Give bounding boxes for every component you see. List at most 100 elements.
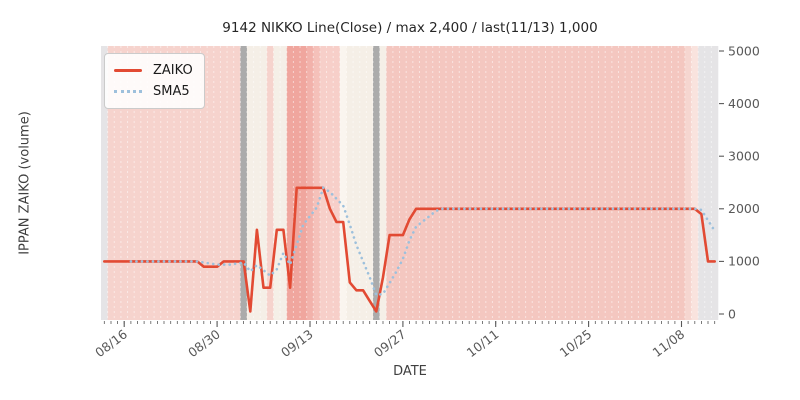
day-stripe (591, 46, 599, 320)
day-stripe (160, 46, 168, 320)
day-stripe (101, 46, 108, 320)
day-stripe (485, 46, 493, 320)
day-stripe (445, 46, 453, 320)
day-stripe (386, 46, 394, 320)
day-stripe (319, 46, 327, 320)
day-stripe (333, 46, 341, 320)
day-stripe (114, 46, 122, 320)
day-stripe (558, 46, 566, 320)
day-stripe (645, 46, 652, 320)
day-stripe (227, 46, 234, 320)
day-stripe (373, 46, 380, 320)
day-stripe (326, 46, 334, 320)
y-tick-label: 0 (728, 306, 736, 321)
day-stripe (140, 46, 148, 320)
sma5-line-swatch (114, 90, 142, 93)
day-stripe (678, 46, 686, 320)
day-stripe (246, 46, 254, 320)
sma5-series-path (129, 185, 717, 297)
day-stripe (432, 46, 440, 320)
day-stripe (207, 46, 215, 320)
day-stripe (266, 46, 274, 320)
x-tick-label: 09/27 (371, 326, 409, 360)
stripes-layer (101, 46, 719, 320)
day-stripe (147, 46, 155, 320)
day-stripe (704, 46, 712, 320)
day-stripe (638, 46, 646, 320)
day-stripe (253, 46, 261, 320)
day-stripe (465, 46, 473, 320)
day-stripe (651, 46, 659, 320)
day-stripe (339, 46, 347, 320)
day-stripe (280, 46, 288, 320)
y-tick-label: 4000 (728, 96, 760, 111)
day-stripe (452, 46, 460, 320)
day-stripe (306, 46, 314, 320)
day-stripe (618, 46, 626, 320)
x-tick-label: 08/16 (92, 326, 130, 360)
day-stripe (187, 46, 195, 320)
day-stripe (565, 46, 573, 320)
day-stripe (525, 46, 533, 320)
day-stripe (684, 46, 692, 320)
x-axis-ticks: 08/16 08/30 09/13 09/27 10/11 10/25 11/08 (92, 321, 716, 360)
day-stripe (459, 46, 467, 320)
day-stripe (167, 46, 175, 320)
day-stripe (518, 46, 526, 320)
sma5-line (129, 185, 717, 297)
day-stripe (273, 46, 281, 320)
day-stripe (545, 46, 553, 320)
day-stripe (180, 46, 188, 320)
chart-title: 9142 NIKKO Line(Close) / max 2,400 / las… (222, 20, 598, 36)
y-tick-label: 5000 (728, 43, 760, 58)
day-stripe (552, 46, 560, 320)
day-stripe (605, 46, 613, 320)
day-stripe (585, 46, 593, 320)
day-stripe (538, 46, 546, 320)
day-stripe (664, 46, 672, 320)
day-stripe (313, 46, 321, 320)
day-stripe (412, 46, 420, 320)
day-stripe (353, 46, 361, 320)
y-axis-ticks: 0 1000 2000 3000 4000 5000 (719, 43, 760, 321)
day-stripe (532, 46, 540, 320)
day-stripe (479, 46, 487, 320)
day-stripe (711, 46, 719, 320)
day-stripe (698, 46, 706, 320)
legend-label-sma5: SMA5 (153, 84, 190, 99)
day-stripe (359, 46, 367, 320)
day-stripe (426, 46, 434, 320)
day-stripe (658, 46, 666, 320)
day-stripe (439, 46, 447, 320)
day-stripe (366, 46, 374, 320)
legend-item-sma5: SMA5 (114, 81, 193, 102)
day-stripe (154, 46, 162, 320)
y-tick-label: 2000 (728, 201, 760, 216)
day-stripe (572, 46, 579, 320)
day-stripe (293, 46, 301, 320)
day-stripe (346, 46, 354, 320)
day-stripe (173, 46, 181, 320)
x-tick-label: 11/08 (650, 326, 688, 360)
day-stripe (512, 46, 520, 320)
day-stripe (499, 46, 506, 320)
day-stripe (505, 46, 513, 320)
day-stripe (399, 46, 407, 320)
day-stripe (419, 46, 427, 320)
day-stripe (120, 46, 128, 320)
day-stripe (392, 46, 400, 320)
legend-box: ZAIKO SMA5 (104, 53, 205, 109)
day-stripe (260, 46, 268, 320)
day-stripe (578, 46, 586, 320)
day-stripe (631, 46, 639, 320)
day-stripe (213, 46, 221, 320)
x-axis-label: DATE (393, 364, 427, 379)
day-stripe (127, 46, 135, 320)
day-stripe (233, 46, 241, 320)
day-stripe (406, 46, 414, 320)
day-stripe (200, 46, 208, 320)
day-stripe (492, 46, 500, 320)
x-tick-label: 09/13 (278, 326, 316, 360)
day-stripe (193, 46, 201, 320)
